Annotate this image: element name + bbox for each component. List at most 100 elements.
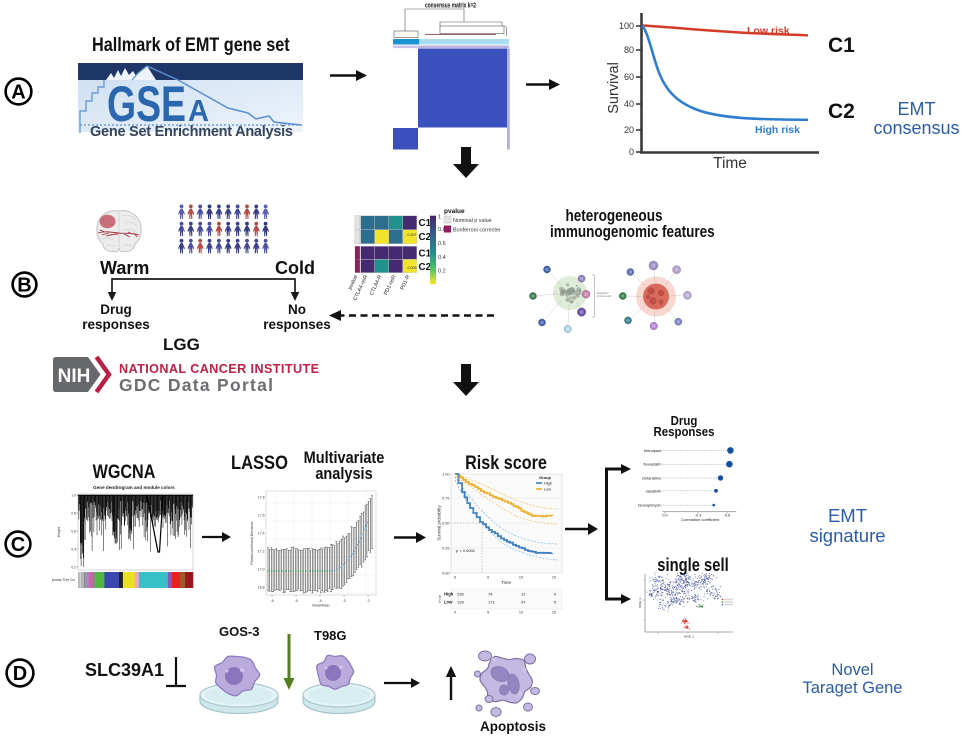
svg-text:5: 5 xyxy=(487,611,489,615)
svg-text:of tumor cells: of tumor cells xyxy=(597,295,612,298)
svg-text:Group: Group xyxy=(438,595,442,604)
svg-text:Low: Low xyxy=(544,488,551,492)
svg-text:B: B xyxy=(17,275,31,297)
svg-text:High risk: High risk xyxy=(755,124,800,136)
svg-text:0.2: 0.2 xyxy=(438,269,446,275)
svg-text:17.0: 17.0 xyxy=(258,567,265,571)
svg-text:1: 1 xyxy=(438,215,441,221)
svg-text:10: 10 xyxy=(519,611,523,615)
svg-text:Gene dendrogram and module col: Gene dendrogram and module colors xyxy=(93,485,175,490)
svg-text:17.2: 17.2 xyxy=(258,549,265,553)
svg-text:16.8: 16.8 xyxy=(258,585,265,589)
svg-text:PD1-R: PD1-R xyxy=(399,274,411,291)
svg-text:Survival: Survival xyxy=(606,62,622,114)
svg-text:100: 100 xyxy=(619,21,634,31)
svg-text:-5: -5 xyxy=(294,599,297,603)
svg-text:High: High xyxy=(544,482,552,486)
svg-text:80: 80 xyxy=(624,45,634,55)
svg-text:0.2: 0.2 xyxy=(71,566,76,570)
svg-text:D: D xyxy=(13,663,27,685)
svg-text:fluvastatin: fluvastatin xyxy=(643,462,661,467)
svg-text:Time: Time xyxy=(713,155,747,172)
svg-text:0.25: 0.25 xyxy=(442,546,449,550)
svg-text:Regulation: Regulation xyxy=(597,292,609,295)
svg-text:Dynamic Tree Cut: Dynamic Tree Cut xyxy=(52,578,75,582)
svg-text:-2: -2 xyxy=(366,599,369,603)
svg-text:Time: Time xyxy=(501,580,511,585)
svg-text:0.4: 0.4 xyxy=(71,548,76,552)
svg-text:-3: -3 xyxy=(342,599,345,603)
svg-text:C1: C1 xyxy=(419,218,432,229)
svg-text:15: 15 xyxy=(552,576,556,580)
svg-text:Gene Set Enrichment Analysis: Gene Set Enrichment Analysis xyxy=(90,124,293,139)
svg-text:0.6: 0.6 xyxy=(438,241,446,247)
svg-text:5: 5 xyxy=(487,576,489,580)
svg-text:NATIONAL CANCER INSTITUTE: NATIONAL CANCER INSTITUTE xyxy=(119,362,319,376)
svg-text:clofarabine: clofarabine xyxy=(642,476,662,481)
svg-text:Survival probability: Survival probability xyxy=(437,505,442,541)
svg-text:0.00: 0.00 xyxy=(442,571,449,575)
svg-text:PD1-noR: PD1-noR xyxy=(383,274,398,296)
svg-text:High: High xyxy=(444,592,454,597)
svg-text:0: 0 xyxy=(629,147,634,157)
svg-text:-0.3: -0.3 xyxy=(695,514,702,518)
svg-text:74: 74 xyxy=(488,592,493,597)
svg-text:pvalue: pvalue xyxy=(444,208,465,215)
svg-text:1.0: 1.0 xyxy=(71,494,76,498)
svg-text:40: 40 xyxy=(624,99,634,109)
svg-text:20: 20 xyxy=(624,125,634,135)
svg-text:-0.6: -0.6 xyxy=(724,514,731,518)
svg-text:tanespimycin: tanespimycin xyxy=(638,503,661,508)
svg-text:Partial Likelihood Deviance: Partial Likelihood Deviance xyxy=(250,521,254,564)
svg-text:A: A xyxy=(188,93,209,128)
svg-text:C: C xyxy=(10,534,24,556)
svg-text:171: 171 xyxy=(488,600,495,605)
svg-text:C2: C2 xyxy=(419,232,432,243)
svg-text:5: 5 xyxy=(554,600,557,605)
svg-text:Bonferroni corrected: Bonferroni corrected xyxy=(453,228,500,234)
svg-text:Group: Group xyxy=(539,475,552,480)
svg-text:0.006: 0.006 xyxy=(408,266,417,270)
svg-text:0.6: 0.6 xyxy=(71,530,76,534)
svg-text:Correlation coefficient: Correlation coefficient xyxy=(681,517,721,522)
svg-text:tSNE_2: tSNE_2 xyxy=(638,598,642,609)
svg-text:GDC Data Portal: GDC Data Portal xyxy=(119,375,273,394)
svg-text:0.007: 0.007 xyxy=(408,233,417,237)
svg-text:C2: C2 xyxy=(419,262,432,273)
svg-text:47: 47 xyxy=(521,600,526,605)
svg-text:GSE: GSE xyxy=(107,76,186,132)
svg-text:NIH: NIH xyxy=(58,366,91,387)
svg-text:tSNE_1: tSNE_1 xyxy=(684,635,695,639)
svg-text:CTLA4-R: CTLA4-R xyxy=(369,274,384,296)
svg-text:Low risk: Low risk xyxy=(747,25,790,37)
svg-text:Height: Height xyxy=(57,527,61,537)
svg-text:17.6: 17.6 xyxy=(258,513,265,517)
svg-text:0: 0 xyxy=(454,576,456,580)
svg-text:0: 0 xyxy=(554,592,557,597)
svg-text:ln(lambda): ln(lambda) xyxy=(313,604,330,608)
svg-text:17.4: 17.4 xyxy=(258,531,265,535)
svg-text:12: 12 xyxy=(521,592,526,597)
svg-text:p < 0.0001: p < 0.0001 xyxy=(456,548,476,553)
svg-text:birinapant: birinapant xyxy=(644,448,662,453)
svg-text:199: 199 xyxy=(457,600,464,605)
svg-text:pvalue: pvalue xyxy=(347,274,359,290)
svg-text:0.8: 0.8 xyxy=(438,227,446,233)
svg-text:0: 0 xyxy=(454,611,456,615)
svg-text:17.8: 17.8 xyxy=(258,495,265,499)
svg-text:Nominal p value: Nominal p value xyxy=(453,218,492,224)
svg-text:0.8: 0.8 xyxy=(71,512,76,516)
svg-text:-4: -4 xyxy=(318,599,321,603)
svg-text:Low: Low xyxy=(444,600,453,605)
svg-text:1.00: 1.00 xyxy=(442,472,449,476)
svg-text:A: A xyxy=(11,82,25,104)
svg-text:C1: C1 xyxy=(419,249,432,260)
svg-text:10: 10 xyxy=(519,576,523,580)
svg-text:0.50: 0.50 xyxy=(442,521,449,525)
svg-text:dasatinib: dasatinib xyxy=(645,488,662,493)
svg-text:236: 236 xyxy=(457,592,464,597)
svg-text:0.0: 0.0 xyxy=(662,514,667,518)
svg-text:consensus matrix k=2: consensus matrix k=2 xyxy=(425,3,476,10)
svg-text:60: 60 xyxy=(624,72,634,82)
svg-text:0.4: 0.4 xyxy=(438,255,446,261)
